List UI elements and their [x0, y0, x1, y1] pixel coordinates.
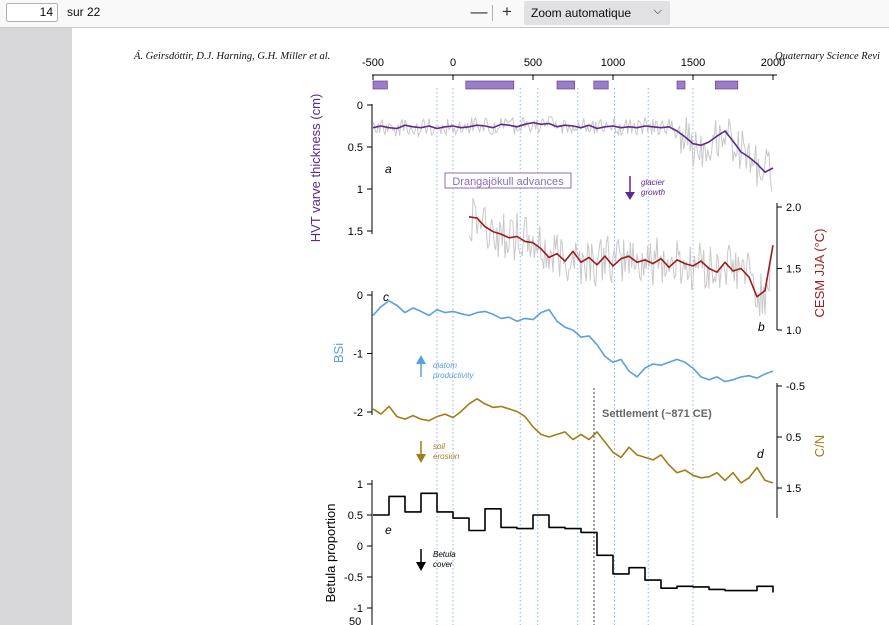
series-line-b [468, 216, 774, 298]
soil-label-2: erosion [433, 452, 460, 461]
advance-bar [715, 80, 739, 90]
ytick-label: 0.5 [786, 432, 801, 444]
ytick-label: -0.5 [786, 381, 805, 393]
advance-bar [465, 80, 515, 90]
glacier-label-2: growth [641, 188, 666, 197]
series-line-e [373, 492, 774, 593]
page-number-input[interactable]: 14 [6, 3, 58, 22]
document-viewer[interactable]: Á. Geirsdóttir, D.J. Harning, G.H. Mille… [0, 28, 889, 625]
xtick-label: -500 [362, 57, 384, 69]
ytick-label: 1 [357, 184, 363, 196]
ylabel-a: HVT varve thickness (cm) [308, 94, 323, 243]
xtick-label: 0 [450, 57, 456, 69]
ylabel-d: C/N [812, 435, 827, 457]
ytick-label: -2 [353, 407, 363, 419]
zoom-select[interactable]: Zoom automatique ⌵ [524, 1, 670, 25]
series-line-d [372, 398, 774, 484]
diatom-label-1: diatom [433, 361, 457, 370]
ytick-label: 0 [357, 100, 363, 112]
xtick-label: 2000 [761, 57, 785, 69]
advance-bar [372, 80, 388, 90]
drangajokull-label: Drangajökull advances [452, 176, 564, 188]
glacier-arrow-icon [625, 192, 635, 200]
diatom-label-2: productivity [432, 371, 474, 380]
soil-arrow-icon [416, 454, 426, 463]
pdf-page: Á. Geirsdóttir, D.J. Harning, G.H. Mille… [72, 28, 889, 625]
diatom-arrow-icon [416, 355, 426, 364]
toolbar-separator [492, 5, 493, 21]
ytick-label: 2.0 [786, 202, 801, 214]
figure: -500 0 500 1000 1500 200000.511.51.01.52.00-1… [308, 57, 827, 625]
betula-label-2: cover [433, 560, 453, 569]
pdf-toolbar: 14 sur 22 — + Zoom automatique ⌵ [0, 0, 889, 28]
series-line-c [372, 300, 774, 383]
ytick-label: 0 [357, 541, 363, 553]
ytick-label: 0.5 [348, 510, 363, 522]
soil-label-1: soil [433, 442, 445, 451]
xtick-label: 1500 [681, 57, 705, 69]
running-header-authors: Á. Geirsdóttir, D.J. Harning, G.H. Mille… [134, 51, 331, 62]
panel-letter-e: e [385, 523, 392, 537]
raw-series-b [468, 197, 773, 316]
advance-bar [593, 80, 609, 90]
glacier-label-1: glacier [641, 178, 665, 187]
ylabel-b: CESM JJA (°C) [812, 229, 827, 318]
series-line-a [372, 121, 774, 173]
advance-bar [556, 80, 575, 90]
xtick-label: 1000 [601, 57, 625, 69]
ytick-label: -1 [353, 349, 363, 361]
zoom-out-button[interactable]: — [470, 2, 488, 21]
advance-bar [676, 80, 686, 90]
zoom-select-label: Zoom automatique [531, 6, 632, 20]
betula-arrow-icon [416, 562, 426, 571]
panel-letter-a: a [385, 162, 392, 176]
page-total-label: sur 22 [67, 5, 101, 19]
ytick-label: 1.0 [786, 325, 801, 337]
ytick-label: 1.5 [786, 264, 801, 276]
panel-letter-d: d [757, 447, 764, 461]
running-header-journal: Quaternary Science Revi [775, 51, 880, 62]
ytick-label: -0.5 [344, 572, 363, 584]
chevron-down-icon: ⌵ [653, 5, 662, 17]
ytick-label: 1.5 [348, 226, 363, 238]
ytick-label: 0 [357, 290, 363, 302]
settlement-label: Settlement (~871 CE) [602, 408, 712, 420]
zoom-in-button[interactable]: + [502, 2, 512, 21]
ytick-e-50: 50 [349, 616, 361, 625]
panel-letter-c: c [383, 290, 389, 304]
panel-letter-b: b [758, 320, 765, 334]
drangajokull-box [444, 172, 572, 189]
betula-label-1: Betula [433, 550, 456, 559]
ylabel-c: BSi [331, 343, 346, 363]
ytick-label: -1 [353, 603, 363, 615]
ytick-label: 1.5 [786, 483, 801, 495]
ytick-label: 1 [357, 479, 363, 491]
ytick-label: 0.5 [348, 142, 363, 154]
xtick-label: 500 [524, 57, 542, 69]
ylabel-e: Betula proportion [323, 503, 338, 602]
